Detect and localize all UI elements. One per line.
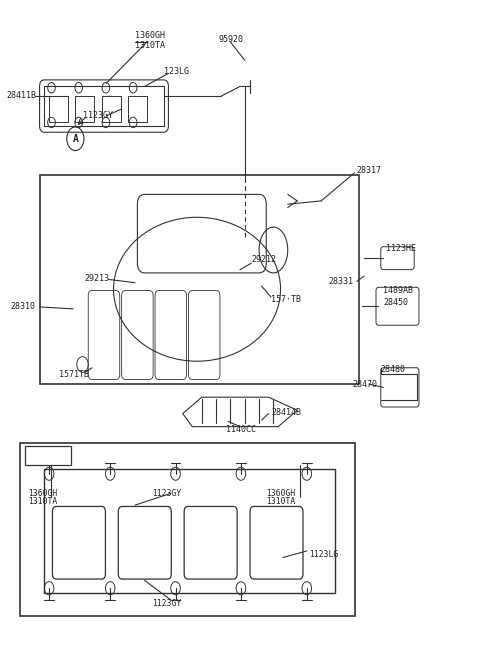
Text: 123LG: 123LG bbox=[164, 67, 189, 76]
Text: 29212: 29212 bbox=[252, 256, 277, 264]
Text: 1360GH: 1360GH bbox=[266, 489, 296, 498]
Text: VIEW A: VIEW A bbox=[29, 451, 61, 460]
Text: 1360GH: 1360GH bbox=[135, 31, 165, 40]
Text: 28450: 28450 bbox=[383, 298, 408, 307]
Text: 95920: 95920 bbox=[218, 35, 243, 44]
Bar bbox=[25, 446, 71, 464]
Text: 28331: 28331 bbox=[328, 277, 353, 286]
Text: 1360GH: 1360GH bbox=[28, 489, 57, 498]
Text: 1123HE: 1123HE bbox=[385, 244, 416, 252]
Text: 29213: 29213 bbox=[85, 273, 110, 283]
Text: 1123LG: 1123LG bbox=[309, 550, 338, 558]
Text: 28411B: 28411B bbox=[6, 91, 36, 100]
Bar bbox=[21, 443, 355, 616]
Bar bbox=[102, 97, 120, 122]
Text: 1310TA: 1310TA bbox=[28, 497, 57, 507]
Text: 1123GY: 1123GY bbox=[152, 599, 181, 608]
Text: 28310: 28310 bbox=[11, 302, 36, 311]
Text: 28470: 28470 bbox=[352, 380, 377, 388]
Text: 28414B: 28414B bbox=[271, 408, 301, 417]
Bar bbox=[44, 469, 336, 593]
Text: 1123GY: 1123GY bbox=[152, 489, 181, 498]
Bar bbox=[39, 175, 360, 384]
Bar bbox=[128, 97, 147, 122]
Bar bbox=[49, 97, 68, 122]
Text: A: A bbox=[72, 134, 78, 144]
Text: 157·TB: 157·TB bbox=[271, 294, 301, 304]
Text: 1123GY: 1123GY bbox=[83, 112, 112, 120]
Text: 28480: 28480 bbox=[381, 365, 406, 374]
Text: 1310TA: 1310TA bbox=[135, 41, 165, 51]
Text: 1140CC: 1140CC bbox=[226, 425, 256, 434]
Bar bbox=[75, 97, 95, 122]
Text: 28317: 28317 bbox=[357, 166, 382, 175]
Text: 1571TB: 1571TB bbox=[59, 370, 89, 379]
Text: 1489AB: 1489AB bbox=[383, 286, 413, 295]
Text: 1310TA: 1310TA bbox=[266, 497, 296, 507]
